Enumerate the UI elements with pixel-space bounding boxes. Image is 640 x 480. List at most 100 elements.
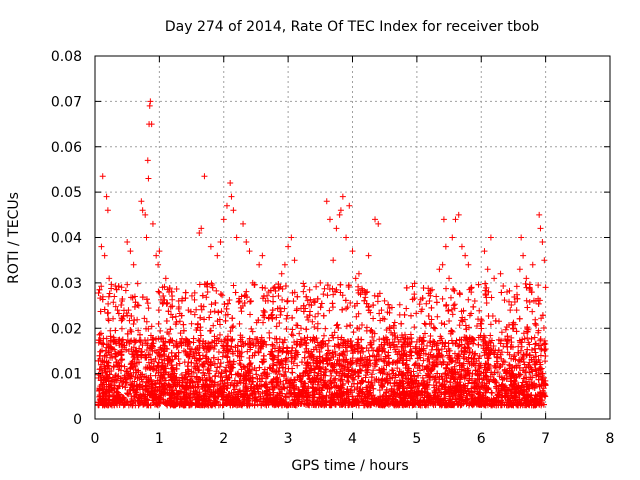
data-point bbox=[370, 337, 377, 344]
data-point bbox=[107, 327, 114, 334]
data-point bbox=[357, 350, 364, 357]
data-point bbox=[222, 311, 229, 318]
data-point bbox=[272, 369, 279, 376]
data-point bbox=[173, 374, 180, 381]
data-point bbox=[376, 387, 383, 394]
data-point bbox=[537, 352, 544, 359]
data-point bbox=[434, 313, 441, 320]
data-point bbox=[227, 328, 234, 335]
data-point bbox=[411, 280, 418, 287]
data-point bbox=[269, 341, 276, 348]
data-point bbox=[468, 310, 475, 317]
data-point bbox=[154, 362, 161, 369]
data-point bbox=[296, 330, 303, 337]
data-point bbox=[167, 303, 174, 310]
data-point bbox=[320, 291, 327, 298]
data-point bbox=[438, 320, 445, 327]
data-point bbox=[381, 297, 388, 304]
data-point bbox=[220, 343, 227, 350]
scatter-points bbox=[95, 98, 549, 409]
data-point bbox=[305, 350, 312, 357]
data-point bbox=[172, 352, 179, 359]
data-point bbox=[321, 332, 327, 339]
data-point bbox=[289, 326, 296, 333]
data-point bbox=[521, 335, 528, 342]
data-point bbox=[520, 330, 527, 337]
data-point bbox=[511, 293, 518, 300]
data-point bbox=[386, 309, 393, 316]
data-point bbox=[513, 283, 520, 290]
data-point bbox=[422, 321, 429, 328]
data-point bbox=[465, 296, 472, 303]
data-point bbox=[155, 320, 162, 327]
data-point bbox=[411, 362, 418, 369]
data-point bbox=[306, 286, 313, 293]
data-point bbox=[290, 298, 297, 305]
data-point bbox=[270, 293, 277, 300]
data-point bbox=[488, 294, 495, 301]
data-point bbox=[278, 308, 285, 315]
data-point bbox=[420, 357, 427, 364]
data-point bbox=[448, 306, 455, 313]
data-point bbox=[511, 298, 518, 305]
data-point bbox=[230, 282, 237, 289]
data-point bbox=[376, 310, 383, 317]
data-point bbox=[526, 299, 533, 306]
data-point bbox=[315, 310, 322, 317]
data-point bbox=[122, 287, 129, 294]
data-point bbox=[370, 347, 377, 354]
data-point bbox=[216, 331, 223, 338]
data-point bbox=[225, 382, 232, 389]
data-point bbox=[529, 308, 536, 315]
data-point bbox=[337, 336, 344, 343]
data-point bbox=[212, 300, 219, 307]
data-point bbox=[419, 374, 426, 381]
data-point bbox=[380, 357, 387, 364]
data-point bbox=[452, 359, 459, 366]
data-point bbox=[411, 291, 418, 298]
data-point bbox=[541, 346, 548, 353]
data-point bbox=[343, 305, 350, 312]
data-point bbox=[450, 302, 457, 309]
data-point bbox=[304, 297, 311, 304]
data-point bbox=[188, 292, 195, 299]
data-point bbox=[330, 291, 337, 298]
data-point bbox=[139, 342, 146, 349]
data-point bbox=[347, 300, 354, 307]
data-point bbox=[152, 372, 159, 379]
data-point bbox=[503, 340, 510, 347]
data-point bbox=[537, 345, 544, 352]
data-point bbox=[168, 365, 175, 372]
data-point bbox=[449, 311, 456, 318]
data-point bbox=[110, 315, 117, 322]
data-point bbox=[498, 349, 505, 356]
data-point bbox=[97, 295, 104, 302]
data-point bbox=[118, 356, 125, 363]
data-point bbox=[98, 283, 105, 290]
data-point bbox=[148, 360, 155, 367]
data-point bbox=[350, 329, 357, 336]
data-point bbox=[108, 285, 115, 292]
data-point bbox=[353, 360, 360, 367]
data-point bbox=[451, 350, 458, 357]
data-point bbox=[258, 372, 265, 379]
data-point bbox=[207, 309, 214, 316]
data-point bbox=[383, 327, 390, 334]
data-point bbox=[489, 389, 496, 396]
data-point bbox=[236, 320, 243, 327]
data-point bbox=[125, 348, 132, 355]
data-point bbox=[439, 295, 446, 302]
data-point bbox=[203, 294, 210, 301]
data-point bbox=[258, 378, 265, 385]
data-point bbox=[155, 307, 162, 314]
data-point bbox=[362, 294, 369, 301]
data-point bbox=[190, 369, 197, 376]
data-point bbox=[134, 280, 141, 287]
data-point bbox=[533, 322, 540, 329]
data-point bbox=[314, 381, 321, 388]
data-point bbox=[230, 323, 237, 330]
data-point bbox=[130, 344, 137, 351]
data-point bbox=[426, 298, 433, 305]
data-point bbox=[182, 369, 189, 376]
data-point bbox=[144, 300, 151, 307]
